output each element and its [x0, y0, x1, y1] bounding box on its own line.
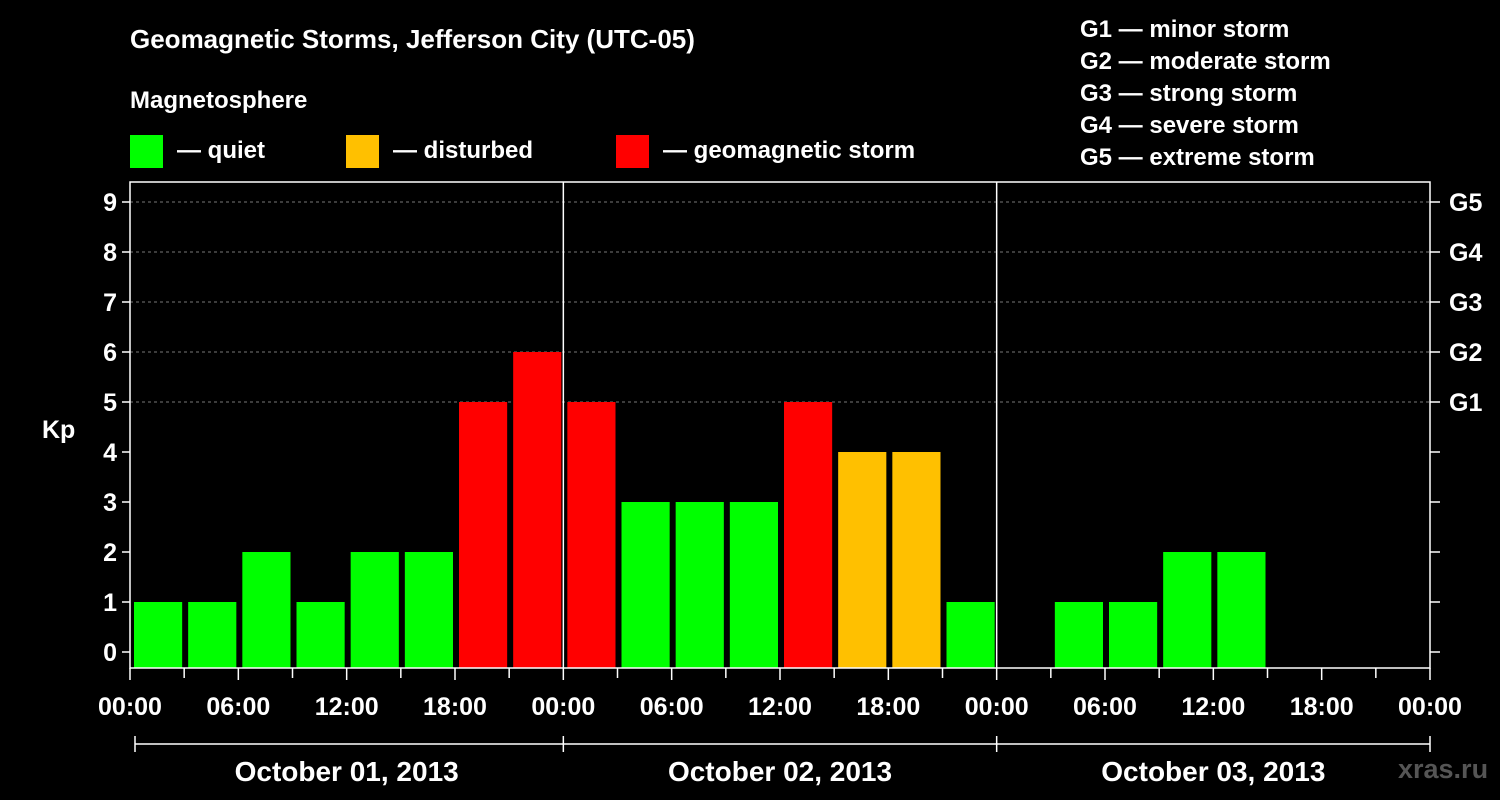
- kp-bar: [296, 602, 345, 668]
- x-tick-label: 06:00: [206, 693, 270, 721]
- legend-storm: — geomagnetic storm: [616, 134, 915, 168]
- g-scale-g3: G3 — strong storm: [1080, 80, 1298, 107]
- y-tick-label: 2: [103, 539, 117, 567]
- y-tick-label: 4: [103, 439, 117, 467]
- kp-bar: [1217, 552, 1266, 668]
- kp-bar: [188, 602, 237, 668]
- x-tick-label: 12:00: [748, 693, 812, 721]
- y-tick-label: 8: [103, 239, 117, 267]
- kp-bar: [513, 352, 562, 668]
- g-scale-g5: G5 — extreme storm: [1080, 144, 1315, 171]
- chart-subtitle: Magnetosphere: [130, 87, 308, 114]
- x-tick-label: 00:00: [965, 693, 1029, 721]
- x-tick-label: 06:00: [640, 693, 704, 721]
- kp-bar: [729, 502, 778, 668]
- legend-storm-label: — geomagnetic storm: [663, 137, 916, 164]
- g-scale-g2: G2 — moderate storm: [1080, 48, 1331, 75]
- kp-bar: [1163, 552, 1212, 668]
- legend-quiet: — quiet: [130, 134, 265, 168]
- g-scale-g1: G1 — minor storm: [1080, 16, 1290, 43]
- y-tick-label: 7: [103, 289, 117, 317]
- kp-bar: [459, 402, 508, 668]
- legend-disturbed: — disturbed: [346, 134, 533, 168]
- date-label: October 02, 2013: [668, 756, 892, 787]
- legend-quiet-swatch: [130, 134, 163, 168]
- legend-quiet-label: — quiet: [177, 137, 265, 164]
- g-tick-label: G3: [1449, 289, 1482, 317]
- legend-disturbed-label: — disturbed: [393, 137, 534, 164]
- y-tick-label: 5: [103, 389, 117, 417]
- kp-bar: [1054, 602, 1103, 668]
- kp-bar: [350, 552, 399, 668]
- chart-title: Geomagnetic Storms, Jefferson City (UTC-…: [130, 24, 695, 54]
- y-tick-label: 1: [103, 589, 117, 617]
- x-tick-label: 18:00: [423, 693, 487, 721]
- g-scale-g4: G4 — severe storm: [1080, 112, 1299, 139]
- g-tick-label: G2: [1449, 339, 1482, 367]
- kp-bar: [404, 552, 453, 668]
- y-tick-label: 0: [103, 639, 117, 667]
- x-tick-label: 18:00: [856, 693, 920, 721]
- legend-storm-swatch: [616, 134, 649, 168]
- legend-disturbed-swatch: [346, 134, 379, 168]
- kp-bar: [784, 402, 833, 668]
- kp-bar: [675, 502, 724, 668]
- x-tick-label: 00:00: [98, 693, 162, 721]
- x-tick-label: 06:00: [1073, 693, 1137, 721]
- date-label: October 03, 2013: [1101, 756, 1325, 787]
- date-label: October 01, 2013: [235, 756, 459, 787]
- x-tick-label: 00:00: [531, 693, 595, 721]
- x-tick-label: 12:00: [1181, 693, 1245, 721]
- kp-bar: [1109, 602, 1158, 668]
- g-tick-label: G1: [1449, 389, 1482, 417]
- kp-bar: [621, 502, 670, 668]
- y-axis-label: Kp: [42, 416, 75, 444]
- g-scale-legend: G1 — minor storm G2 — moderate storm G3 …: [1080, 14, 1331, 174]
- kp-bar: [134, 602, 183, 668]
- x-tick-label: 00:00: [1398, 693, 1462, 721]
- y-tick-label: 9: [103, 189, 117, 217]
- y-tick-label: 3: [103, 489, 117, 517]
- kp-bar: [242, 552, 291, 668]
- g-tick-label: G5: [1449, 189, 1482, 217]
- kp-bar: [946, 602, 995, 668]
- kp-bar: [892, 452, 941, 668]
- x-tick-label: 12:00: [315, 693, 379, 721]
- kp-bar: [567, 402, 616, 668]
- g-tick-label: G4: [1449, 239, 1482, 267]
- brand-watermark: xras.ru: [1398, 754, 1489, 784]
- y-tick-label: 6: [103, 339, 117, 367]
- kp-bar: [838, 452, 887, 668]
- x-tick-label: 18:00: [1290, 693, 1354, 721]
